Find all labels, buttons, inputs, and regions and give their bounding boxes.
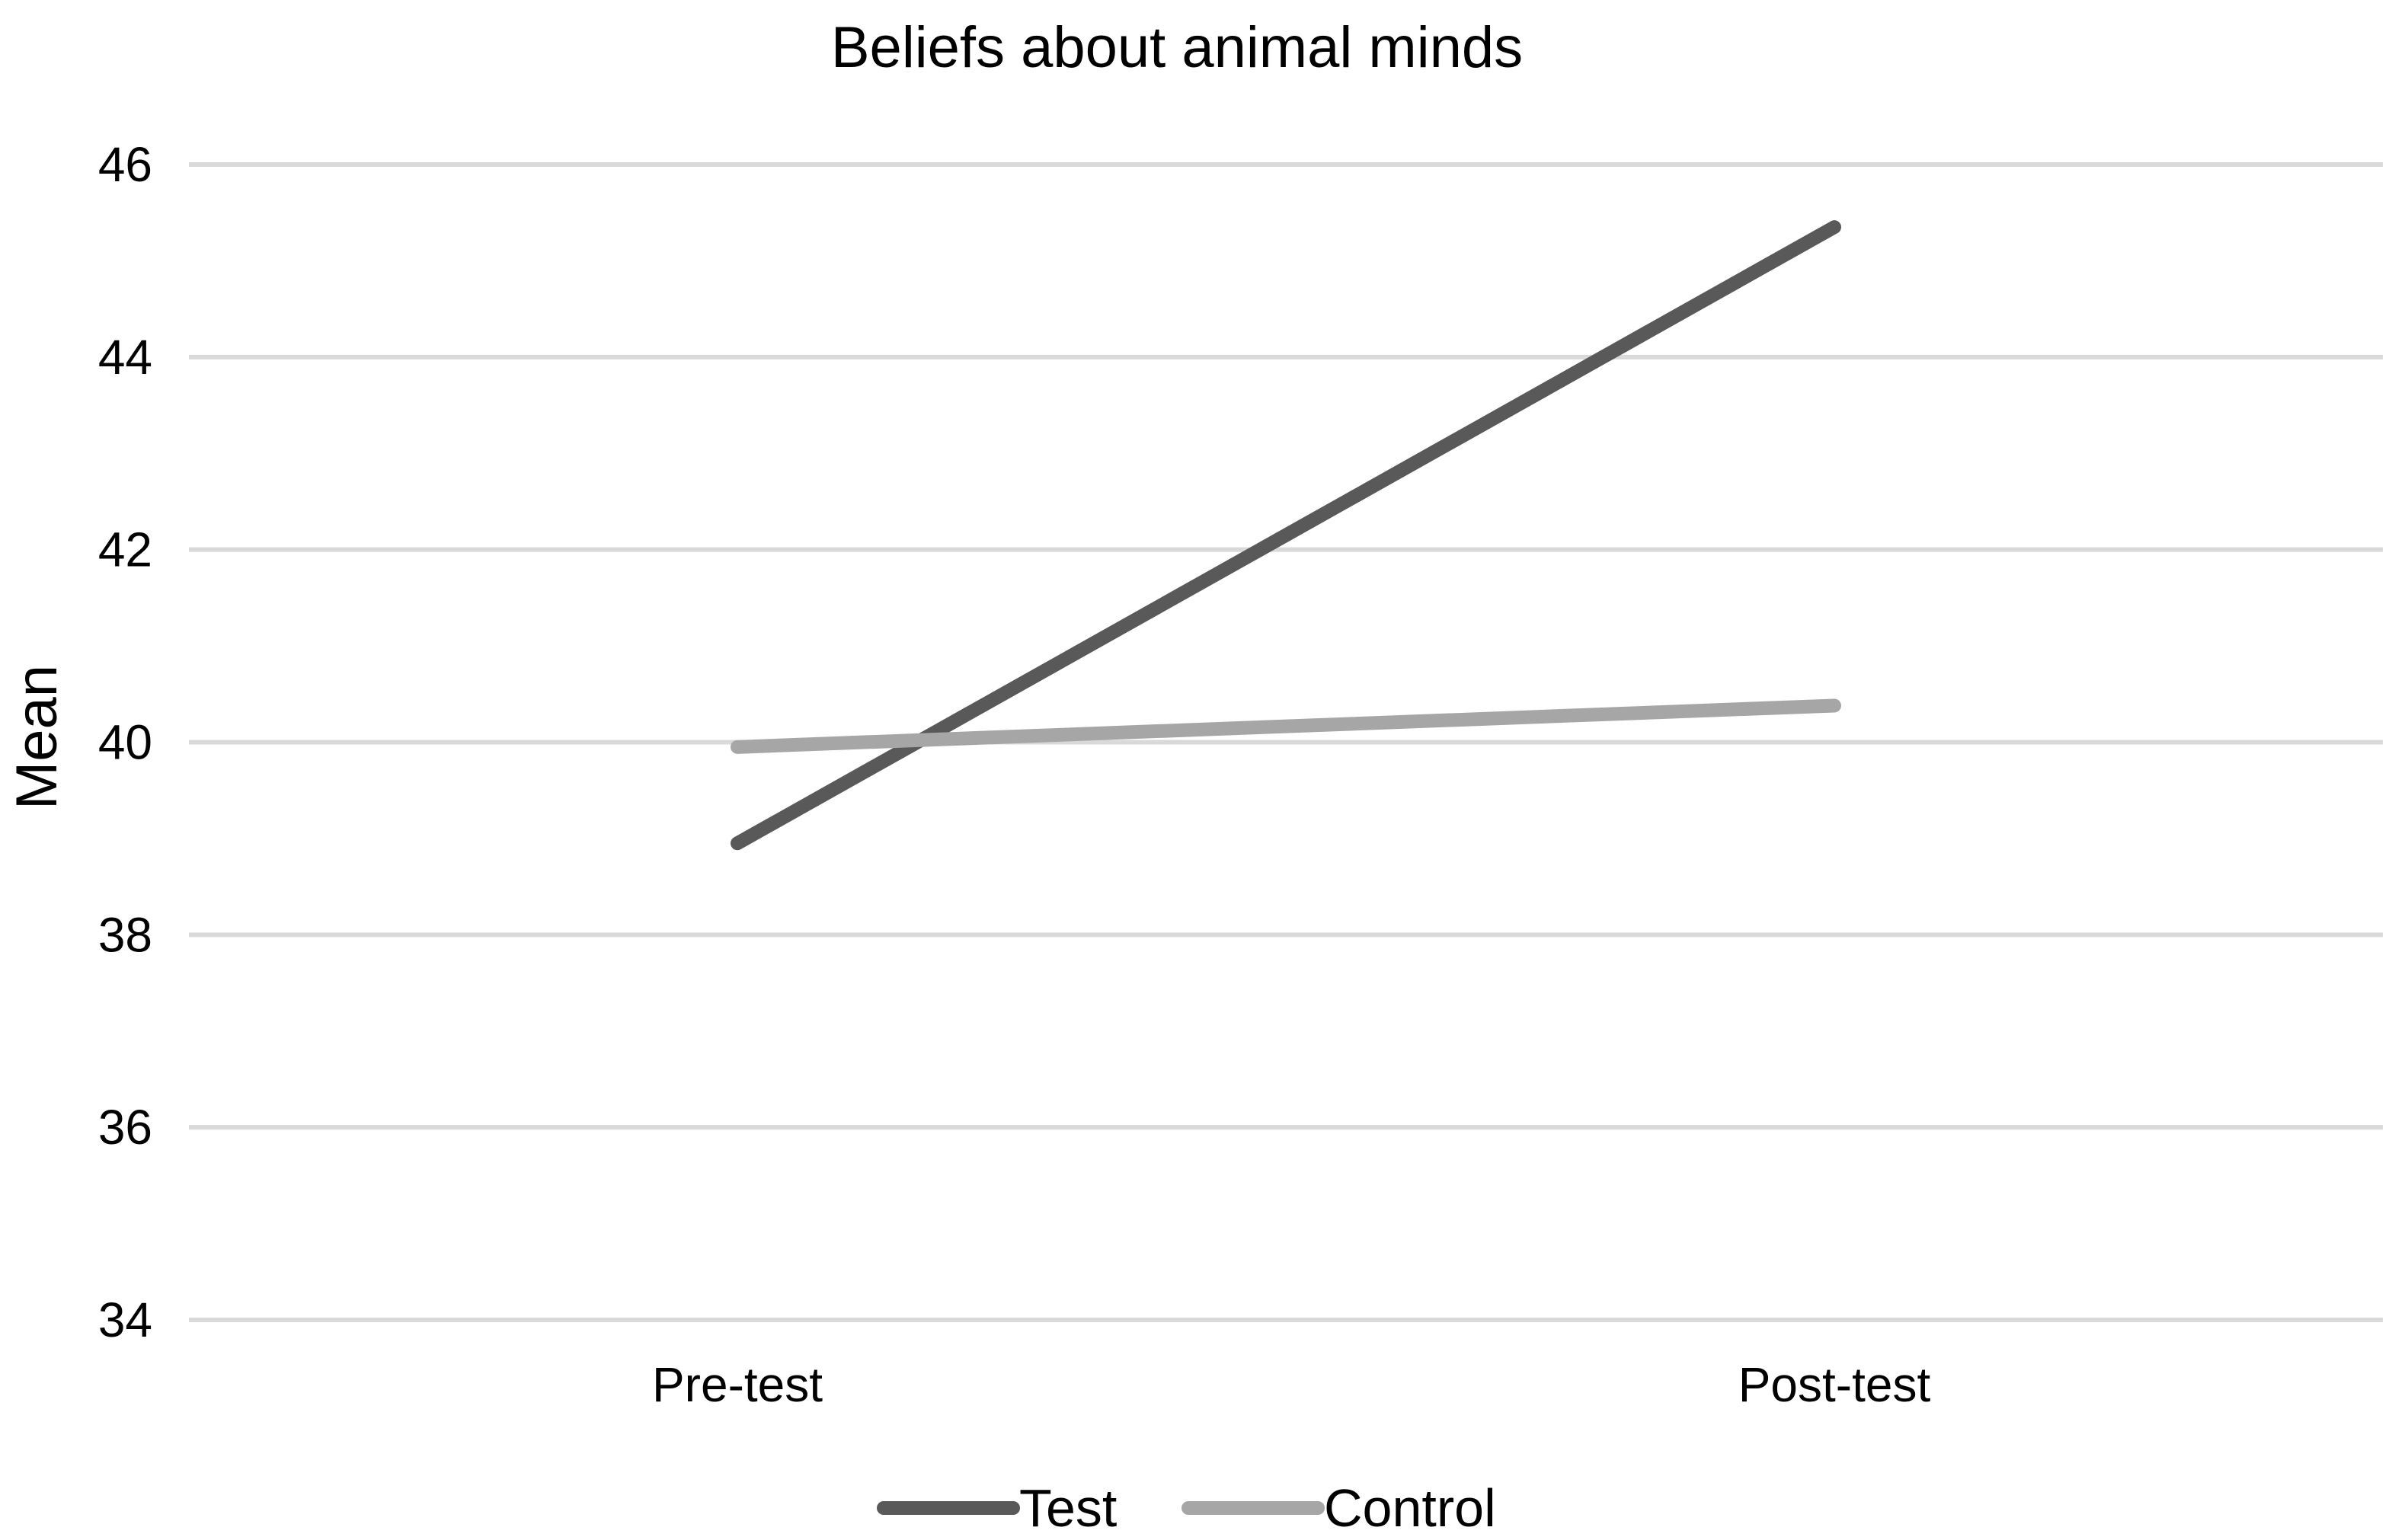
x-tick-label: Pre-test	[652, 1357, 823, 1412]
y-tick-label: 36	[98, 1100, 152, 1155]
x-axis-ticks: Pre-test Post-test	[652, 1357, 1931, 1412]
series-line-test	[731, 220, 1841, 851]
legend: Test Control	[877, 1478, 1496, 1538]
y-tick-label: 40	[98, 715, 152, 770]
legend-label: Test	[1019, 1478, 1117, 1536]
y-tick-label: 34	[98, 1292, 152, 1347]
y-tick-label: 44	[98, 330, 152, 385]
x-tick-label: Post-test	[1738, 1357, 1931, 1412]
series-line-control	[731, 698, 1841, 754]
y-tick-label: 38	[98, 907, 152, 962]
legend-label: Control	[1324, 1478, 1496, 1536]
y-tick-label: 46	[98, 137, 152, 192]
y-axis-title: Mean	[5, 665, 69, 810]
y-tick-label: 42	[98, 522, 152, 577]
series-lines	[731, 220, 1841, 851]
chart-title: Beliefs about animal minds	[831, 15, 1523, 80]
y-axis-ticks: 34 36 38 40 42 44 46	[98, 137, 152, 1347]
gridlines	[189, 162, 2383, 1322]
